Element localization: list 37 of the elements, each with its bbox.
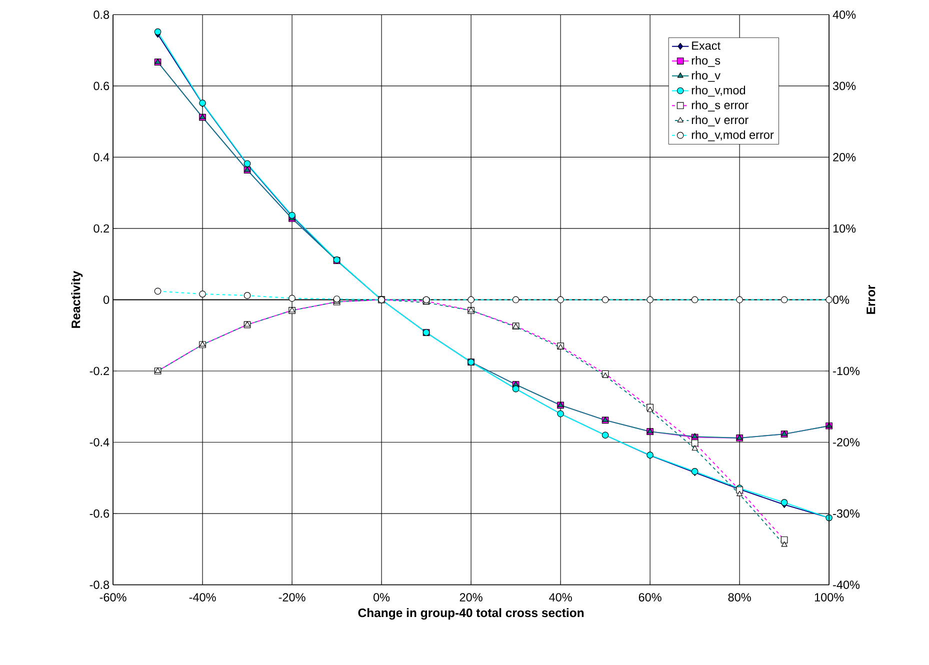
legend-label: rho_v,mod error <box>692 130 774 142</box>
x-tick-label: 60% <box>638 593 662 602</box>
y2-axis-title: Error <box>866 284 876 314</box>
legend-label: rho_v <box>692 70 720 82</box>
legend-label: rho_s <box>692 56 720 67</box>
legend-label: rho_s error <box>692 100 748 112</box>
x-tick-label: 40% <box>549 593 572 602</box>
y2-tick-label: 10% <box>833 224 856 233</box>
x-tick-label: -40% <box>189 593 216 602</box>
y-tick-label: 0.8 <box>94 10 110 19</box>
y-tick-label: 0 <box>104 296 110 304</box>
x-tick-label: -60% <box>100 593 126 602</box>
y-tick-label: -0.8 <box>90 580 110 589</box>
y-tick-label: 0.2 <box>94 224 109 233</box>
y-tick-label: -0.2 <box>90 366 109 376</box>
x-tick-label: 20% <box>460 593 482 602</box>
y2-tick-label: 20% <box>833 153 856 162</box>
y2-tick-label: 30% <box>832 82 856 90</box>
y2-tick-label: -10% <box>833 366 860 376</box>
y2-tick-label: -20% <box>833 438 860 446</box>
legend-label: rho_v error <box>692 115 748 126</box>
x-tick-label: 100% <box>814 593 844 602</box>
y-tick-label: -0.4 <box>90 438 110 446</box>
y2-tick-label: -30% <box>833 509 860 518</box>
legend-label: Exact <box>692 42 720 50</box>
x-tick-label: -20% <box>278 593 306 602</box>
y2-tick-label: 40% <box>832 10 856 19</box>
y-tick-label: 0.4 <box>94 153 110 162</box>
y-tick-label: 0.6 <box>94 82 110 90</box>
y2-tick-label: -40% <box>833 580 860 589</box>
x-axis-title: Change in group-40 total cross section <box>358 608 584 620</box>
y-tick-label: -0.6 <box>90 509 110 518</box>
y-axis-title: Reactivity <box>71 270 83 328</box>
x-tick-label: 80% <box>728 593 751 602</box>
legend-label: rho_v,mod <box>692 86 746 97</box>
y2-tick-label: 0% <box>832 296 850 304</box>
x-tick-label: 0% <box>374 593 390 602</box>
